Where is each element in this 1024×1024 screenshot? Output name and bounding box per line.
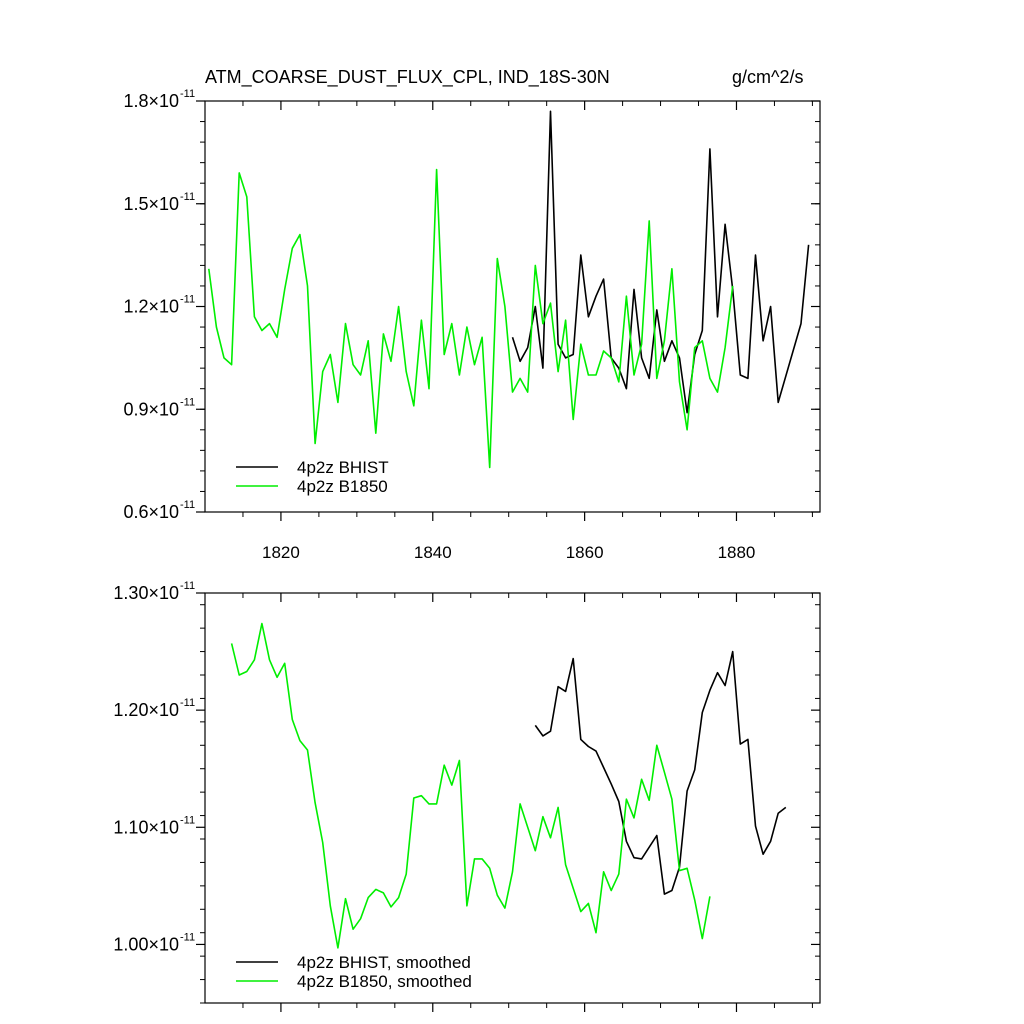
bottom-y-tick-exponent: -11 (180, 580, 195, 592)
top-y-tick-label: 0.6×10 (123, 502, 179, 522)
top-panel-frame (204, 100, 821, 513)
top-series-line-bhist (511, 110, 810, 414)
bottom-y-tick-label: 1.30×10 (113, 583, 179, 603)
bottom-legend-label: 4p2z BHIST, smoothed (297, 953, 471, 972)
top-x-tick-label: 1840 (414, 543, 452, 562)
top-y-tick-label: 0.9×10 (123, 399, 179, 419)
top-x-tick-label: 1880 (718, 543, 756, 562)
top-y-tick-exponent: -11 (180, 294, 195, 306)
bottom-panel-ticks: 1.00×10 -111.10×10 -111.20×10 -111.30×10 -11 (113, 580, 820, 1012)
top-y-tick-exponent: -11 (180, 191, 195, 203)
top-legend-label: 4p2z B1850 (297, 477, 388, 496)
top-panel-series (208, 110, 810, 469)
top-y-tick-label: 1.5×10 (123, 194, 179, 214)
bottom-series-line-b1850 (230, 622, 711, 949)
bottom-y-tick-label: 1.20×10 (113, 700, 179, 720)
top-legend-label: 4p2z BHIST (297, 458, 389, 477)
top-y-tick-exponent: -11 (180, 396, 195, 408)
bottom-panel-series (230, 622, 787, 949)
bottom-y-tick-label: 1.00×10 (113, 934, 179, 954)
top-x-tick-label: 1820 (262, 543, 300, 562)
bottom-panel: 1.00×10 -111.10×10 -111.20×10 -111.30×10 -11… (113, 580, 821, 1012)
top-series-line-b1850 (208, 168, 734, 469)
bottom-y-tick-exponent: -11 (180, 814, 195, 826)
bottom-panel-frame (204, 592, 821, 1004)
units-label: g/cm^2/s (732, 67, 803, 87)
top-y-tick-exponent: -11 (180, 88, 195, 100)
top-x-tick-label: 1860 (566, 543, 604, 562)
bottom-y-tick-label: 1.10×10 (113, 817, 179, 837)
top-y-tick-exponent: -11 (180, 499, 195, 511)
bottom-series-line-bhist (534, 650, 787, 895)
bottom-y-tick-exponent: -11 (180, 697, 195, 709)
bottom-legend-label: 4p2z B1850, smoothed (297, 972, 472, 991)
top-y-tick-label: 1.8×10 (123, 91, 179, 111)
chart-title: ATM_COARSE_DUST_FLUX_CPL, IND_18S-30N (205, 67, 610, 88)
bottom-y-tick-exponent: -11 (180, 931, 195, 943)
top-y-tick-label: 1.2×10 (123, 297, 179, 317)
